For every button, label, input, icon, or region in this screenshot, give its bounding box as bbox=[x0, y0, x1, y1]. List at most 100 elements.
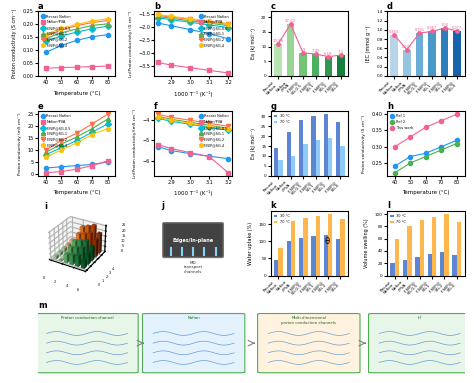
Text: b: b bbox=[154, 2, 160, 11]
This work bbox=[392, 144, 398, 149]
Line: Recast Nafion: Recast Nafion bbox=[44, 160, 110, 170]
X-axis label: Temperature (°C): Temperature (°C) bbox=[53, 91, 100, 96]
F-N/P@SG-2 bbox=[74, 23, 80, 28]
Bar bbox=[403, 260, 407, 275]
Bar bbox=[278, 160, 283, 176]
Recast Nafion bbox=[58, 43, 64, 48]
Bar bbox=[395, 239, 399, 275]
Text: MD
transport
channels: MD transport channels bbox=[183, 260, 202, 274]
Bar bbox=[415, 257, 419, 275]
F-N/P@SG-1 bbox=[187, 18, 193, 23]
FancyBboxPatch shape bbox=[368, 314, 471, 373]
Bar bbox=[337, 55, 345, 76]
F-N/P@SG-1 bbox=[43, 36, 48, 41]
F-N/P@SG-0.5 bbox=[43, 152, 48, 157]
F-N/P@SG-0.5 bbox=[187, 20, 193, 25]
Text: 0.977: 0.977 bbox=[452, 26, 462, 30]
F-N/P@SG-2 bbox=[105, 18, 110, 23]
This work bbox=[423, 125, 428, 129]
Nafion/PVA bbox=[43, 66, 48, 70]
Nafion/PVA bbox=[155, 60, 161, 65]
Bar bbox=[407, 226, 411, 275]
Ref 2 bbox=[438, 148, 444, 152]
F-N/P@SG-1 bbox=[206, 123, 212, 128]
F-N/P@SG-4 bbox=[155, 115, 161, 119]
F-N/P@SG-2 bbox=[90, 20, 95, 25]
Ref 1 bbox=[407, 154, 413, 159]
FancyBboxPatch shape bbox=[36, 314, 138, 373]
X-axis label: Temperature (°C): Temperature (°C) bbox=[402, 190, 449, 195]
F-N/P@SG-2 bbox=[168, 15, 174, 19]
F-N/P@SG-0.5 bbox=[206, 125, 212, 130]
Bar bbox=[324, 115, 328, 176]
F-N/P@SG-0.5 bbox=[226, 25, 231, 30]
Line: Ref 1: Ref 1 bbox=[392, 138, 459, 169]
Line: F-N/P@SG-0.5: F-N/P@SG-0.5 bbox=[44, 24, 110, 43]
Y-axis label: Proton conductivity (S cm⁻¹): Proton conductivity (S cm⁻¹) bbox=[12, 9, 18, 79]
Recast Nafion bbox=[58, 165, 64, 169]
Recast Nafion bbox=[43, 166, 48, 170]
X-axis label: 1000 T⁻¹ (K⁻¹): 1000 T⁻¹ (K⁻¹) bbox=[174, 91, 212, 97]
X-axis label: 1000 T⁻¹ (K⁻¹): 1000 T⁻¹ (K⁻¹) bbox=[174, 190, 212, 196]
F-N/P@SG-1 bbox=[58, 31, 64, 35]
F-N/P@SG-2 bbox=[187, 17, 193, 22]
Y-axis label: Proton conductivity (mS cm⁻¹): Proton conductivity (mS cm⁻¹) bbox=[18, 112, 22, 175]
Recast Nafion bbox=[168, 148, 174, 153]
Bar bbox=[316, 140, 320, 176]
Recast Nafion bbox=[155, 144, 161, 149]
X-axis label: Temperature (°C): Temperature (°C) bbox=[53, 190, 100, 195]
Nafion/PVA bbox=[74, 167, 80, 172]
Bar bbox=[286, 132, 291, 176]
F-N/P@SG-1 bbox=[206, 21, 212, 25]
F-N/P@SG-4 bbox=[187, 16, 193, 21]
Y-axis label: Ea (kJ mol⁻¹): Ea (kJ mol⁻¹) bbox=[251, 28, 255, 59]
F-N/P@SG-4 bbox=[58, 148, 64, 152]
Text: 7.45: 7.45 bbox=[311, 49, 320, 53]
FancyBboxPatch shape bbox=[142, 314, 245, 373]
Nafion/PVA bbox=[226, 170, 231, 175]
F-N/P@SG-1 bbox=[90, 23, 95, 28]
F-N/P@SG-1 bbox=[90, 126, 95, 131]
Nafion/PVA bbox=[105, 64, 110, 69]
F-N/P@SG-4 bbox=[43, 155, 48, 160]
Recast Nafion bbox=[90, 162, 95, 167]
Text: k: k bbox=[271, 201, 276, 210]
Text: 0.571: 0.571 bbox=[402, 45, 412, 49]
Bar bbox=[278, 248, 283, 275]
Nafion/PVA bbox=[43, 170, 48, 175]
Text: 10.86: 10.86 bbox=[273, 39, 283, 43]
Recast Nafion bbox=[74, 38, 80, 43]
Ref 2 bbox=[454, 141, 460, 146]
Bar bbox=[274, 260, 278, 275]
Nafion/PVA bbox=[187, 150, 193, 155]
Line: Nafion/PVA: Nafion/PVA bbox=[44, 159, 110, 175]
Bar bbox=[452, 255, 456, 275]
F-N/P@SG-0.5 bbox=[43, 39, 48, 43]
Line: F-N/P@SG-1: F-N/P@SG-1 bbox=[44, 117, 110, 155]
Recast Nafion bbox=[155, 21, 161, 25]
F-N/P@SG-4 bbox=[58, 26, 64, 31]
Bar bbox=[316, 216, 320, 275]
Line: F-N/P@SG-0.5: F-N/P@SG-0.5 bbox=[155, 116, 230, 133]
Line: Nafion/PVA: Nafion/PVA bbox=[155, 142, 230, 175]
Bar bbox=[311, 116, 316, 176]
Nafion/PVA bbox=[105, 159, 110, 163]
Bar bbox=[324, 235, 328, 275]
F-N/P@SG-2 bbox=[43, 34, 48, 38]
F-N/P@SG-4 bbox=[206, 19, 212, 23]
Nafion/PVA bbox=[58, 65, 64, 70]
Legend: Recast Nafion, Nafion/PVA, F-N/P@SG-0.5, F-N/P@SG-1, F-N/P@SG-2, F-N/P@SG-4: Recast Nafion, Nafion/PVA, F-N/P@SG-0.5,… bbox=[40, 113, 72, 149]
F-N/P@SG-2 bbox=[206, 121, 212, 126]
F-N/P@SG-2 bbox=[155, 13, 161, 18]
Line: Ref 2: Ref 2 bbox=[392, 141, 459, 175]
F-N/P@SG-0.5 bbox=[58, 34, 64, 38]
Bar bbox=[274, 148, 278, 176]
Bar bbox=[299, 53, 307, 76]
Bar bbox=[428, 254, 432, 275]
Bar bbox=[454, 31, 461, 76]
F-N/P@SG-0.5 bbox=[74, 30, 80, 34]
Line: Recast Nafion: Recast Nafion bbox=[44, 33, 110, 54]
F-N/P@SG-2 bbox=[226, 124, 231, 129]
Text: Nafion: Nafion bbox=[187, 316, 200, 320]
F-N/P@SG-0.5 bbox=[155, 116, 161, 121]
